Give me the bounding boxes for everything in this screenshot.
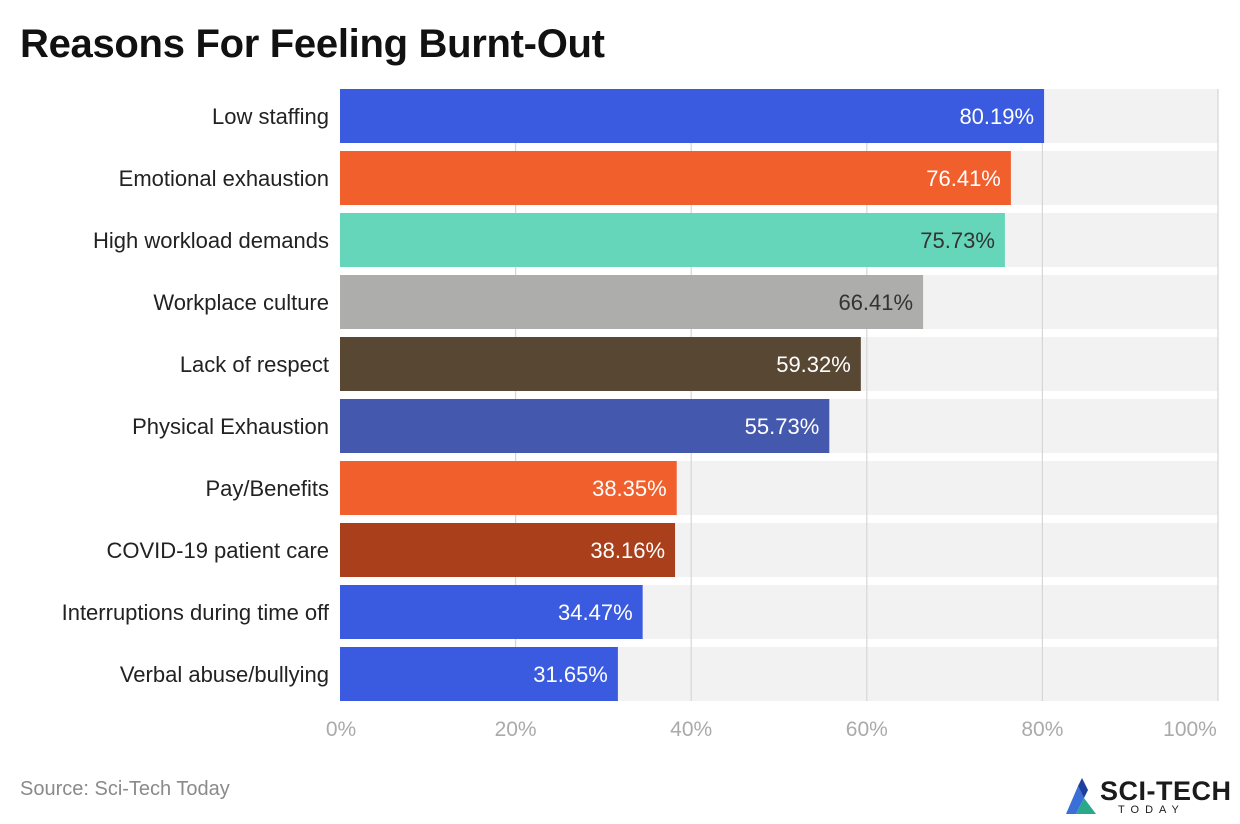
sci-tech-logo-icon [1066,778,1096,814]
category-labels: Low staffing Emotional exhaustion High wor… [62,104,330,687]
category-label: Workplace culture [153,290,329,315]
value-label: 55.73% [745,414,820,439]
bars [340,89,1045,701]
x-tick-label: 60% [846,718,888,741]
bar [340,275,924,329]
category-label: Interruptions during time off [62,600,330,625]
value-label: 31.65% [533,662,608,687]
value-label: 59.32% [776,352,851,377]
logo-text: SCI-TECH [1100,776,1232,806]
x-tick-label: 40% [670,718,712,741]
x-tick-labels: 0% 20% 40% 60% 80% 100% [326,718,1217,741]
category-label: Physical Exhaustion [132,414,329,439]
category-label: High workload demands [93,228,329,253]
category-label: Verbal abuse/bullying [120,662,329,687]
category-label: COVID-19 patient care [106,538,329,563]
bar [340,585,643,639]
category-label: Emotional exhaustion [119,166,329,191]
bar [340,151,1011,205]
source-note: Source: Sci-Tech Today [20,778,230,800]
category-label: Pay/Benefits [205,476,329,501]
value-label: 38.16% [590,538,665,563]
bar [340,523,676,577]
bar [340,461,677,515]
bar [340,89,1045,143]
bar [340,647,618,701]
value-label: 34.47% [558,600,633,625]
value-label: 75.73% [920,228,995,253]
category-label: Low staffing [212,104,329,129]
value-label: 66.41% [838,290,913,315]
x-tick-label: 80% [1021,718,1063,741]
bar [340,213,1005,267]
value-label: 80.19% [959,104,1034,129]
x-tick-label: 100% [1163,718,1217,741]
x-tick-label: 0% [326,718,356,741]
bar [340,399,830,453]
chart-title: Reasons For Feeling Burnt-Out [20,22,605,66]
sci-tech-logo: SCI-TECH TODAY [1062,774,1240,820]
bar [340,337,861,391]
value-label: 38.35% [592,476,667,501]
category-label: Lack of respect [180,352,329,377]
value-label: 76.41% [926,166,1001,191]
value-labels: 80.19% 76.41% 75.73% 66.41% 59.32% 55.73% 38.3… [533,104,1034,687]
logo-subtext: TODAY [1118,804,1185,816]
x-tick-label: 20% [495,718,537,741]
